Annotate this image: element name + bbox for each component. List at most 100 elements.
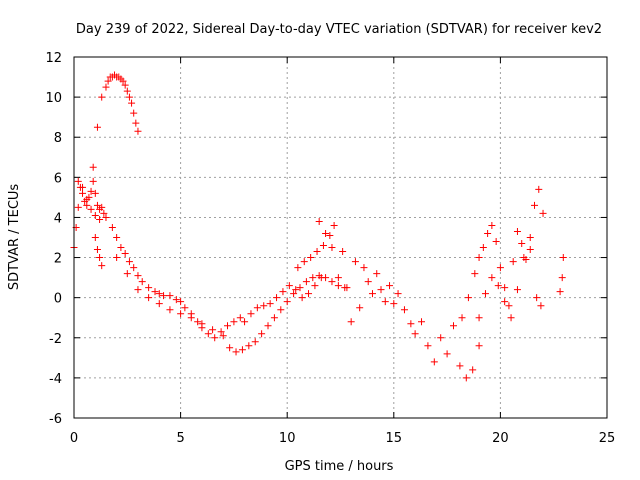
data-point — [475, 254, 483, 262]
x-tick-label: 0 — [70, 431, 78, 446]
data-point — [313, 248, 321, 256]
data-point — [411, 330, 419, 338]
data-points — [70, 71, 567, 382]
data-point — [526, 246, 534, 254]
data-point — [219, 332, 227, 340]
data-point — [264, 322, 272, 330]
data-point — [91, 189, 99, 197]
data-point — [226, 344, 234, 352]
data-point — [151, 288, 159, 296]
data-point — [132, 119, 140, 127]
data-point — [230, 318, 238, 326]
data-point — [360, 264, 368, 272]
y-tick-label: -2 — [49, 332, 62, 347]
data-point — [245, 342, 253, 350]
y-tick-label: 6 — [54, 171, 62, 186]
data-point — [258, 330, 266, 338]
data-point — [469, 366, 477, 374]
data-point — [307, 254, 315, 262]
data-point — [104, 77, 112, 85]
data-point — [305, 290, 313, 298]
data-point — [113, 234, 121, 241]
data-point — [125, 258, 133, 266]
data-point — [181, 304, 189, 312]
data-point — [134, 127, 142, 135]
data-point — [160, 292, 168, 300]
data-point — [407, 320, 415, 328]
data-point — [260, 302, 268, 310]
series-midday-arc — [294, 221, 338, 272]
data-point — [377, 286, 385, 294]
data-point — [496, 264, 504, 272]
data-point — [96, 215, 104, 223]
x-tick-label: 5 — [176, 431, 184, 446]
data-point — [458, 314, 466, 322]
data-point — [98, 262, 106, 270]
data-point — [217, 328, 225, 336]
series-evening-scatter — [475, 234, 545, 322]
data-point — [319, 242, 327, 250]
data-point — [328, 244, 336, 252]
y-tick-label: 8 — [54, 131, 62, 146]
data-point — [328, 278, 336, 286]
series-recovery-upper — [241, 274, 325, 326]
data-point — [238, 346, 246, 354]
data-point — [98, 93, 106, 101]
data-point — [279, 288, 287, 296]
data-point — [539, 209, 547, 217]
data-point — [232, 348, 240, 356]
data-point — [108, 223, 116, 231]
data-point — [296, 284, 304, 292]
data-point — [518, 240, 526, 248]
y-tick-label: 2 — [54, 252, 62, 267]
series-morning-decline — [102, 213, 244, 342]
data-point — [292, 286, 300, 294]
series-midday-scatter — [315, 217, 398, 326]
data-point — [509, 258, 517, 266]
data-point — [155, 300, 163, 308]
data-point — [456, 362, 464, 370]
data-point — [74, 177, 82, 185]
data-point — [187, 314, 195, 322]
data-point — [449, 322, 457, 330]
data-point — [166, 306, 174, 314]
data-point — [241, 318, 249, 326]
data-point — [128, 99, 136, 107]
x-tick-label: 25 — [599, 431, 616, 446]
data-point — [273, 294, 281, 302]
data-point — [102, 213, 110, 221]
y-tick-labels: -6 -4 -2 0 2 4 6 8 10 12 — [45, 51, 62, 427]
data-point — [283, 298, 291, 306]
data-point — [102, 83, 110, 91]
y-tick-label: -4 — [49, 372, 62, 387]
data-point — [537, 302, 545, 310]
data-point — [91, 234, 99, 241]
data-point — [531, 201, 539, 209]
data-point — [479, 244, 487, 252]
data-point — [334, 282, 342, 290]
data-point — [98, 203, 106, 211]
series-afternoon-dip — [394, 290, 483, 382]
data-point — [381, 298, 389, 306]
data-point — [270, 314, 278, 322]
data-point — [343, 284, 351, 292]
data-point — [145, 294, 153, 302]
series-late-evening — [556, 254, 567, 296]
data-point — [266, 300, 274, 308]
series-evening-rise — [458, 185, 547, 322]
series-minimum-and-recovery — [226, 272, 349, 356]
data-point — [145, 284, 153, 292]
data-point — [134, 286, 142, 294]
data-point — [443, 350, 451, 358]
data-point — [386, 282, 394, 290]
data-point — [526, 234, 534, 241]
chart-title: Day 239 of 2022, Sidereal Day-to-day VTE… — [76, 22, 602, 37]
data-point — [492, 238, 500, 246]
data-point — [177, 298, 185, 306]
x-tick-label: 15 — [386, 431, 403, 446]
series-spike-arc — [89, 71, 142, 171]
data-point — [123, 87, 131, 95]
data-point — [74, 203, 82, 211]
data-point — [211, 334, 219, 342]
y-tick-label: 0 — [54, 292, 62, 307]
